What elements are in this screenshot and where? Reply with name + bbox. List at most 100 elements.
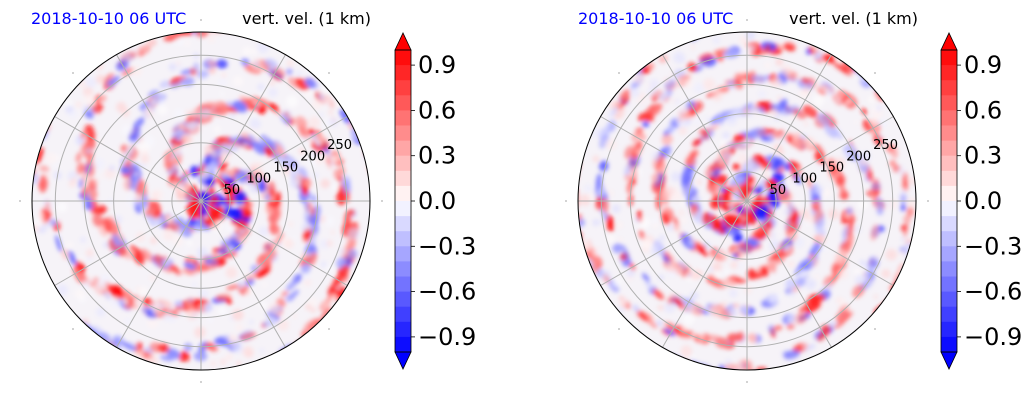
colorbar-segment bbox=[395, 306, 411, 323]
field-cell bbox=[163, 230, 174, 241]
field-cell bbox=[709, 267, 714, 272]
field-cell bbox=[769, 296, 778, 305]
field-cell bbox=[678, 209, 685, 216]
field-cell bbox=[599, 188, 606, 197]
field-cell bbox=[198, 265, 216, 270]
field-cell bbox=[330, 230, 336, 235]
field-cell bbox=[74, 288, 85, 299]
field-cell bbox=[839, 298, 847, 306]
field-cell bbox=[315, 155, 325, 165]
field-cell bbox=[685, 156, 696, 167]
field-cell bbox=[610, 106, 618, 117]
field-cell bbox=[232, 100, 248, 112]
field-cell bbox=[198, 107, 211, 119]
field-cell bbox=[871, 182, 881, 191]
field-cell bbox=[741, 19, 748, 24]
field-cell bbox=[602, 211, 608, 221]
field-cell bbox=[38, 175, 48, 193]
field-cell bbox=[822, 188, 832, 198]
field-cell bbox=[67, 250, 77, 266]
field-cell bbox=[802, 105, 818, 118]
field-cell bbox=[128, 163, 137, 170]
field-cell bbox=[170, 144, 181, 155]
field-cell bbox=[731, 84, 738, 90]
colorbar-tick-label: 0.9 bbox=[964, 51, 1002, 79]
field-cell bbox=[125, 145, 134, 154]
field-cell bbox=[263, 249, 269, 254]
field-cell bbox=[174, 305, 183, 312]
field-cell bbox=[208, 35, 216, 44]
field-cell bbox=[93, 157, 105, 170]
field-cell bbox=[773, 325, 783, 331]
field-cell bbox=[732, 162, 741, 171]
radial-tick-label: 100 bbox=[246, 172, 271, 187]
frame-tick-mark bbox=[618, 328, 620, 330]
field-cell bbox=[146, 38, 157, 48]
field-cell bbox=[320, 97, 330, 107]
field-cell bbox=[886, 201, 892, 207]
field-cell bbox=[684, 269, 697, 282]
field-cell bbox=[824, 88, 831, 96]
colorbar-tick-label: 0.6 bbox=[964, 96, 1002, 124]
field-cell bbox=[251, 48, 258, 55]
field-cell bbox=[720, 138, 732, 150]
colorbar-tick-label: 0.3 bbox=[964, 142, 1002, 170]
field-cell bbox=[674, 99, 680, 104]
field-cell bbox=[578, 103, 588, 118]
field-cell bbox=[37, 212, 45, 219]
field-cell bbox=[815, 224, 825, 235]
field-cell bbox=[154, 216, 164, 226]
field-cell bbox=[95, 279, 108, 291]
field-cell bbox=[295, 70, 303, 77]
field-cell bbox=[729, 289, 738, 298]
field-cell bbox=[626, 268, 636, 278]
field-cell bbox=[320, 260, 328, 268]
field-cell bbox=[381, 213, 391, 221]
field-cell bbox=[569, 171, 578, 182]
field-cell bbox=[712, 36, 721, 45]
field-cell bbox=[730, 261, 739, 269]
field-cell bbox=[85, 182, 97, 200]
field-cell bbox=[837, 268, 849, 280]
field-cell bbox=[708, 175, 715, 183]
frame-tick-mark bbox=[746, 381, 748, 383]
field-cell bbox=[204, 146, 213, 155]
field-cell bbox=[733, 134, 746, 143]
field-cell bbox=[242, 372, 259, 380]
panel-right-polar-grid bbox=[565, 19, 929, 383]
field-cell bbox=[607, 190, 614, 197]
colorbar-tick-label: −0.6 bbox=[964, 278, 1022, 306]
field-cell bbox=[745, 32, 756, 41]
field-cell bbox=[38, 111, 49, 121]
field-cell bbox=[690, 44, 696, 50]
field-cell bbox=[889, 160, 897, 167]
field-cell bbox=[681, 111, 691, 121]
field-cell bbox=[163, 34, 180, 42]
field-cell bbox=[701, 214, 711, 225]
field-cell bbox=[149, 236, 158, 245]
colorbar-segment bbox=[941, 155, 957, 172]
colorbar-segment bbox=[941, 261, 957, 277]
field-cell bbox=[806, 176, 813, 189]
field-cell bbox=[68, 110, 77, 118]
field-cell bbox=[268, 181, 276, 199]
colorbar-segment bbox=[941, 110, 957, 126]
field-cell bbox=[208, 20, 219, 31]
field-cell bbox=[56, 201, 68, 213]
field-cell bbox=[267, 102, 280, 112]
field-cell bbox=[57, 86, 65, 95]
field-cell bbox=[353, 117, 363, 128]
field-cell bbox=[203, 102, 221, 107]
field-cell bbox=[136, 180, 147, 198]
field-cell bbox=[704, 116, 710, 121]
field-cell bbox=[223, 162, 228, 167]
field-cell bbox=[835, 249, 846, 264]
field-cell bbox=[295, 172, 302, 179]
field-cell bbox=[765, 14, 776, 25]
field-cell bbox=[693, 211, 705, 224]
field-cell bbox=[97, 204, 108, 214]
field-cell bbox=[175, 37, 184, 46]
field-cell bbox=[612, 277, 622, 288]
field-cell bbox=[74, 138, 80, 144]
field-cell bbox=[210, 360, 217, 367]
